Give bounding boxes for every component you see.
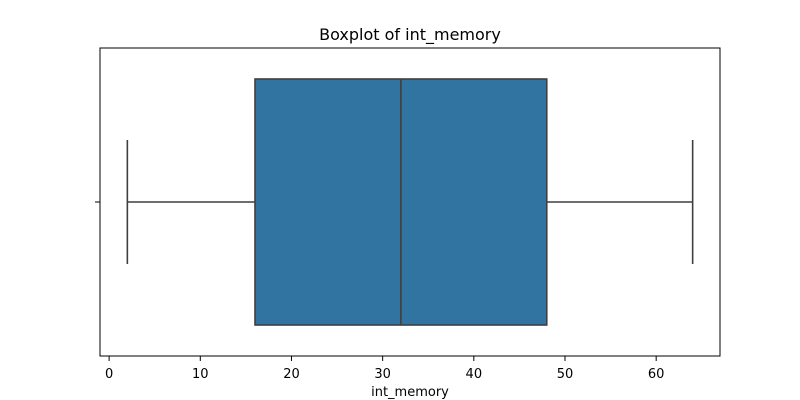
boxplot-group bbox=[126, 78, 694, 326]
x-tick-label: 50 bbox=[557, 367, 574, 382]
x-tick-label: 30 bbox=[374, 367, 391, 382]
x-tick-label: 20 bbox=[283, 367, 300, 382]
x-tick-label: 10 bbox=[192, 367, 209, 382]
x-tick-label: 0 bbox=[105, 367, 113, 382]
x-axis-ticks: 0 10 20 30 40 50 60 bbox=[105, 356, 664, 382]
x-axis-label: int_memory bbox=[371, 385, 449, 400]
x-tick-label: 60 bbox=[648, 367, 665, 382]
chart-title: Boxplot of int_memory bbox=[319, 25, 501, 45]
x-tick-label: 40 bbox=[466, 367, 483, 382]
